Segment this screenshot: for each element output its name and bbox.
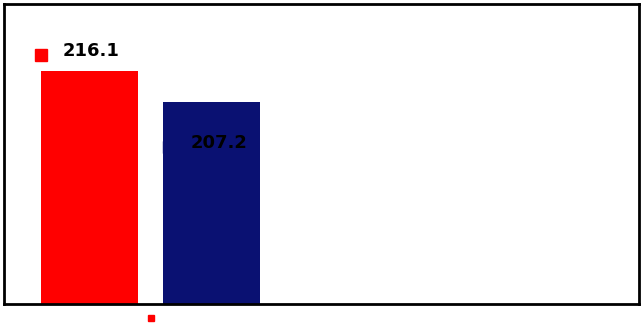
Text: 216.1: 216.1	[63, 42, 120, 60]
Bar	[41, 71, 138, 323]
Bar	[163, 102, 260, 323]
Text: 207.2: 207.2	[191, 134, 248, 152]
